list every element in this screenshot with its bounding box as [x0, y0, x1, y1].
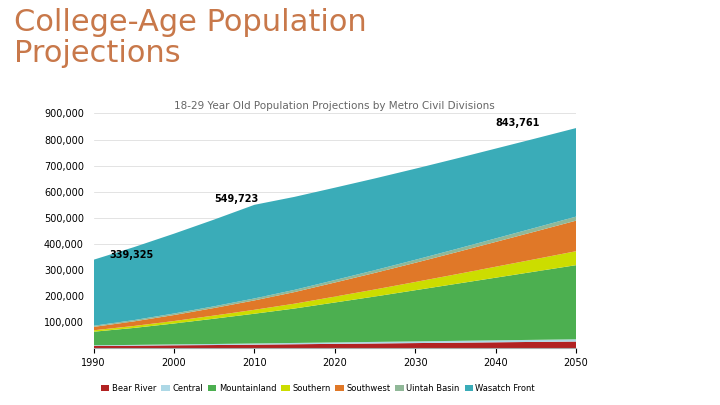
- Text: 843,761: 843,761: [495, 118, 540, 128]
- Legend: Bear River, Central, Mountainland, Southern, Southwest, Uintah Basin, Wasatch Fr: Bear River, Central, Mountainland, South…: [98, 381, 539, 396]
- Text: College-Age Population
Projections: College-Age Population Projections: [14, 8, 367, 68]
- Text: 549,723: 549,723: [215, 194, 258, 204]
- Title: 18-29 Year Old Population Projections by Metro Civil Divisions: 18-29 Year Old Population Projections by…: [174, 101, 495, 111]
- Text: 339,325: 339,325: [109, 249, 154, 260]
